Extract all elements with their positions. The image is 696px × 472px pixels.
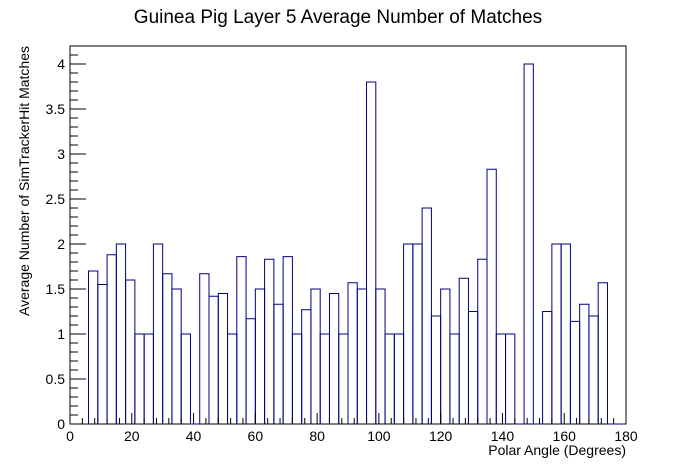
histogram-bin [254, 288, 266, 424]
histogram-bin [449, 333, 460, 424]
histogram-bin [430, 315, 442, 424]
histogram-bin [579, 303, 590, 424]
histogram-bin [560, 243, 571, 424]
histogram-bin [403, 243, 414, 424]
histogram-bin [412, 243, 423, 424]
x-tick-label: 140 [491, 428, 515, 444]
histogram-bin [569, 320, 581, 424]
histogram-bin [88, 270, 99, 424]
histogram-bin [356, 288, 368, 424]
histogram-bin [597, 282, 608, 424]
histogram-bin [199, 273, 210, 424]
histogram-bin [319, 333, 330, 424]
chart-title: Guinea Pig Layer 5 Average Number of Mat… [134, 7, 542, 28]
histogram-bin [440, 288, 451, 424]
y-tick-label: 4 [57, 56, 65, 72]
histogram-bars [70, 63, 626, 425]
histogram-bin [291, 333, 303, 424]
y-axis: 0 0.5 1 1.5 2 2.5 3 3.5 4 [46, 45, 86, 432]
x-tick-label: 180 [614, 428, 638, 444]
histogram-bin [171, 288, 182, 424]
y-tick-label: 3 [57, 146, 65, 162]
histogram-bin [523, 63, 534, 424]
histogram-bin [551, 243, 562, 424]
x-axis-label: Polar Angle (Degrees) [488, 442, 626, 458]
histogram-bin [97, 284, 108, 424]
histogram-bin [180, 333, 191, 424]
y-tick-label: 0.5 [46, 371, 66, 387]
histogram-bin [347, 282, 358, 424]
x-tick-label: 120 [429, 428, 453, 444]
histogram-bin [134, 333, 145, 424]
y-tick-label: 0 [57, 416, 65, 432]
histogram-bin [143, 333, 154, 424]
histogram-bin [384, 333, 395, 424]
histogram-bin [486, 168, 497, 424]
histogram-bin [495, 333, 507, 424]
histogram-bin [227, 333, 238, 424]
x-tick-label: 20 [124, 428, 140, 444]
x-tick-label: 160 [553, 428, 577, 444]
histogram-bin [310, 288, 321, 424]
histogram-bin [458, 277, 469, 424]
histogram-bin [106, 254, 117, 424]
y-tick-label: 1 [57, 326, 65, 342]
x-tick-label: 60 [248, 428, 264, 444]
histogram-bin [421, 207, 432, 424]
histogram-bin [477, 258, 488, 424]
x-tick-label: 80 [309, 428, 325, 444]
histogram-bin [366, 81, 377, 424]
histogram-bin [245, 318, 256, 424]
histogram-bin [505, 333, 516, 424]
histogram-bin [208, 295, 219, 424]
histogram-bin [301, 309, 312, 424]
histogram-bin [115, 243, 127, 424]
y-tick-label: 3.5 [46, 101, 66, 117]
x-tick-label: 0 [66, 428, 74, 444]
histogram-bin [162, 273, 173, 424]
histogram-bin [217, 293, 229, 424]
histogram-bin [264, 258, 275, 424]
y-tick-label: 2.5 [46, 191, 66, 207]
x-axis: 0 20 40 60 80 100 120 140 160 180 [66, 413, 638, 444]
x-tick-label: 40 [186, 428, 202, 444]
histogram-bin [236, 256, 247, 424]
histogram-bin [328, 293, 340, 424]
histogram-bin [152, 243, 164, 424]
histogram-bin [542, 311, 553, 424]
histogram-bin [588, 315, 599, 424]
x-tick-label: 100 [367, 428, 391, 444]
histogram-bin [467, 311, 479, 424]
histogram-bin [393, 333, 405, 424]
y-tick-label: 2 [57, 236, 65, 252]
y-tick-label: 1.5 [46, 281, 66, 297]
histogram-bin [375, 288, 386, 424]
histogram-bin [273, 303, 284, 424]
histogram-bin [282, 256, 293, 424]
y-axis-label: Average Number of SimTrackerHit Matches [16, 46, 32, 316]
histogram-bin [338, 333, 349, 424]
histogram-bin [125, 279, 136, 424]
